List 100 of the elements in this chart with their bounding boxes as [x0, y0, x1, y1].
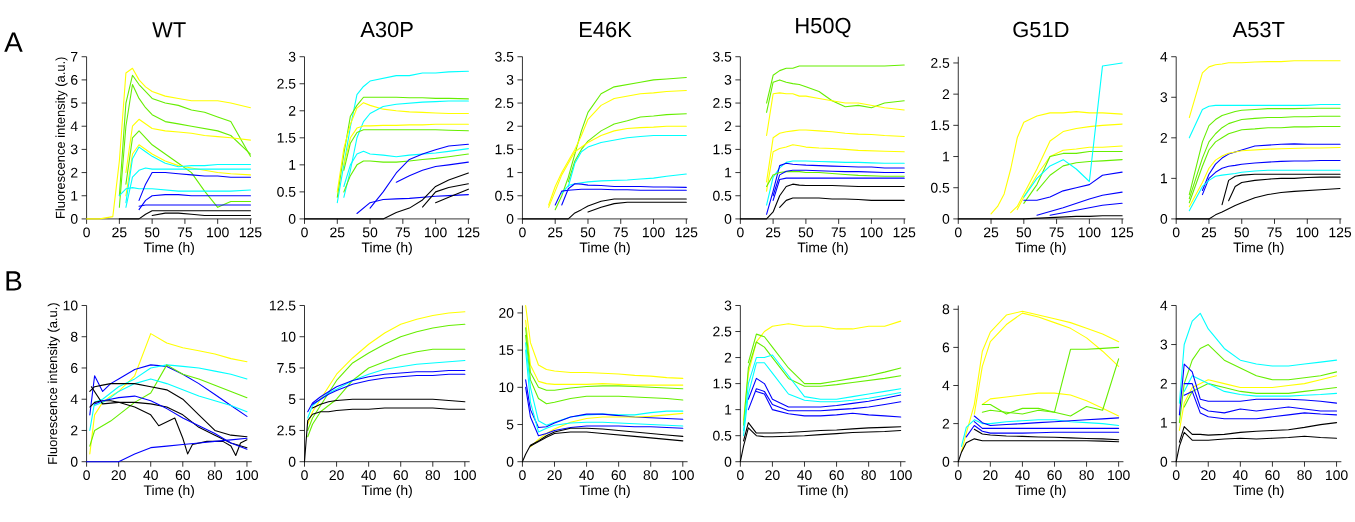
y-tick-label: 2.5 [277, 425, 296, 436]
x-tick-label: 0 [83, 227, 90, 238]
x-tick-label: 80 [207, 469, 223, 480]
y-tick-label: 4 [1160, 300, 1168, 311]
y-tick-label: 8 [70, 331, 78, 342]
y-tick-label: 2.5 [931, 57, 950, 68]
x-tick-label: 125 [893, 227, 916, 238]
chart-title: H50Q [796, 17, 851, 38]
x-tick-label: 100 [1078, 227, 1101, 238]
y-tick-label: 1 [1161, 417, 1168, 428]
x-tick-label: 75 [831, 227, 846, 237]
y-tick-label: 2 [942, 89, 950, 99]
x-tick-label: 40 [361, 469, 376, 480]
y-tick-label: 1.5 [713, 378, 732, 389]
y-tick-label: 6 [71, 74, 78, 85]
chart-title: A30P [360, 21, 413, 38]
y-tick-label: 0.5 [277, 186, 296, 197]
x-tick-label: 25 [112, 227, 127, 238]
y-tick-label: 2 [1160, 132, 1167, 143]
y-tick-label: 4 [1160, 51, 1168, 62]
x-axis-title: Time (h) [1015, 484, 1066, 498]
x-tick-label: 80 [1079, 469, 1094, 480]
x-tick-label: 100 [890, 469, 912, 480]
y-tick-label: 2 [1160, 378, 1167, 389]
x-axis-title: Time (h) [361, 241, 412, 255]
x-tick-label: 100 [860, 227, 883, 238]
y-tick-label: 2 [71, 425, 78, 436]
x-tick-label: 25 [330, 227, 345, 238]
y-tick-label: 2.5 [713, 97, 732, 108]
y-tick-label: 2 [506, 121, 514, 131]
y-tick-label: 1 [725, 167, 732, 178]
x-tick-label: 100 [1296, 227, 1319, 238]
x-tick-label: 20 [329, 469, 344, 480]
x-tick-label: 40 [1232, 469, 1248, 480]
x-tick-label: 0 [519, 227, 526, 238]
x-axis-title: Time (h) [1233, 241, 1284, 255]
y-tick-label: 7 [71, 51, 78, 62]
y-tick-label: 0 [724, 456, 732, 467]
x-axis-title: Time (h) [143, 241, 194, 255]
x-tick-label: 20 [765, 469, 780, 480]
y-tick-label: 3 [288, 51, 296, 62]
x-tick-label: 100 [425, 227, 447, 238]
x-tick-label: 100 [672, 469, 694, 480]
x-tick-label: 40 [143, 469, 158, 480]
y-tick-label: 10 [499, 382, 514, 393]
y-tick-label: 10 [63, 300, 78, 311]
x-tick-label: 20 [983, 469, 998, 480]
x-tick-label: 100 [236, 469, 259, 480]
x-tick-label: 25 [1201, 227, 1217, 238]
chart-title: WT [152, 22, 186, 38]
chart-title: E46K [580, 21, 632, 38]
y-axis-title: Fluorescence intensity (a.u.) [47, 302, 60, 464]
x-axis-title: Time (h) [1233, 484, 1284, 498]
x-tick-label: 125 [675, 227, 698, 238]
y-tick-label: 1.5 [713, 144, 732, 155]
y-tick-label: 2.5 [495, 97, 514, 108]
chart-title: G51D [1013, 21, 1069, 38]
x-axis-title: Time (h) [579, 241, 630, 255]
x-tick-label: 0 [737, 227, 744, 238]
y-tick-label: 1 [943, 151, 950, 162]
x-tick-label: 60 [1265, 469, 1280, 480]
x-tick-label: 75 [1267, 227, 1282, 237]
y-tick-label: 0 [70, 456, 78, 467]
x-tick-label: 50 [1234, 227, 1249, 238]
y-tick-label: 0.5 [495, 190, 514, 201]
y-tick-label: 5 [70, 98, 78, 108]
x-tick-label: 75 [1049, 227, 1064, 237]
x-tick-label: 20 [111, 469, 126, 480]
x-axis-title: Time (h) [797, 241, 848, 255]
y-tick-label: 5 [506, 419, 514, 430]
x-tick-label: 50 [798, 227, 814, 238]
y-tick-label: 4 [70, 121, 78, 131]
x-tick-label: 0 [954, 227, 962, 238]
x-tick-label: 125 [1111, 227, 1134, 238]
y-tick-label: 0 [506, 213, 514, 224]
x-tick-label: 60 [611, 469, 626, 480]
y-tick-label: 1.5 [495, 144, 514, 155]
y-tick-label: 1 [289, 159, 296, 170]
x-tick-label: 50 [580, 227, 596, 238]
chart-title: A53T [1232, 21, 1285, 38]
y-tick-label: 4 [70, 394, 78, 404]
x-tick-label: 40 [797, 469, 812, 480]
x-tick-label: 20 [547, 469, 562, 480]
x-axis-title: Time (h) [143, 484, 194, 498]
x-tick-label: 60 [393, 469, 408, 480]
x-tick-label: 125 [1329, 227, 1352, 238]
y-tick-label: 3 [724, 300, 732, 311]
x-tick-label: 25 [984, 227, 999, 238]
y-tick-label: 6 [71, 362, 78, 373]
y-tick-label: 0 [1160, 213, 1168, 224]
x-tick-label: 0 [737, 469, 744, 480]
x-tick-label: 80 [643, 469, 658, 480]
x-tick-label: 100 [207, 227, 229, 238]
y-tick-label: 3 [1160, 339, 1168, 350]
x-tick-label: 80 [425, 469, 441, 480]
text: B [6, 271, 22, 291]
x-tick-label: 0 [83, 469, 90, 480]
y-tick-label: 12.5 [269, 300, 296, 311]
y-tick-label: 3.5 [495, 51, 514, 62]
x-tick-label: 60 [175, 469, 191, 480]
